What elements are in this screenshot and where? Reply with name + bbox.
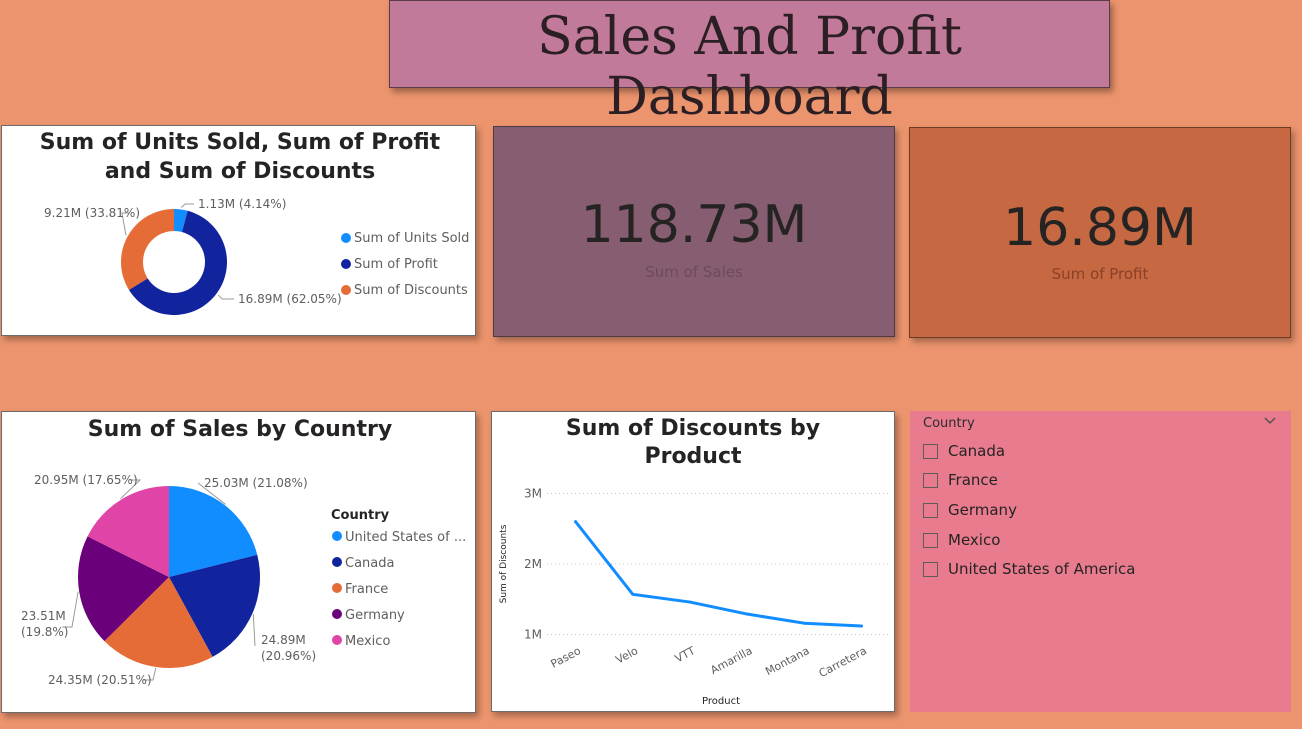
kpi-profit-value: 16.89M xyxy=(1003,198,1197,258)
donut-chart-panel[interactable]: Sum of Units Sold, Sum of Profit and Sum … xyxy=(1,125,476,336)
series-line xyxy=(574,520,863,628)
chart-title: Sum of Discounts by xyxy=(566,416,820,441)
data-label: 25.03M (21.08%) xyxy=(204,476,308,490)
slicer-option-canada[interactable]: Canada xyxy=(923,440,1005,462)
legend-marker xyxy=(332,557,342,567)
leader-line xyxy=(217,294,234,300)
chart-title: Sum of Units Sold, Sum of Profit xyxy=(40,130,441,155)
legend-marker xyxy=(332,609,342,619)
chart-title: Sum of Sales by Country xyxy=(88,417,392,442)
data-point xyxy=(574,520,578,524)
slicer-option-label: Germany xyxy=(948,501,1017,519)
slicer-option-label: United States of America xyxy=(948,560,1136,578)
data-label: 16.89M (62.05%) xyxy=(238,292,342,306)
pie-slice xyxy=(87,486,169,577)
data-label: 1.13M (4.14%) xyxy=(198,197,286,211)
leader-line xyxy=(143,667,157,681)
leader-line xyxy=(121,212,129,236)
x-tick-label: Amarilla xyxy=(708,644,754,677)
data-point xyxy=(688,600,692,604)
legend-marker xyxy=(341,259,351,269)
y-tick-label: 3M xyxy=(524,487,542,501)
checkbox[interactable] xyxy=(923,561,938,577)
donut-chart: Sum of Units Sold, Sum of Profit and Sum … xyxy=(40,130,469,315)
kpi-sales-label: Sum of Sales xyxy=(645,263,743,281)
x-axis-title: Product xyxy=(702,696,740,707)
legend-marker xyxy=(341,285,351,295)
data-label: 24.89M xyxy=(261,633,306,647)
legend-item: Sum of Units Sold xyxy=(354,231,469,246)
x-tick-label: Carretera xyxy=(817,644,869,680)
leader-line xyxy=(197,482,226,505)
kpi-card-profit[interactable]: 16.89M Sum of Profit xyxy=(909,127,1291,338)
slicer-title: Country xyxy=(923,416,975,431)
pie-slice xyxy=(104,577,213,668)
data-label: 9.21M (33.81%) xyxy=(44,206,140,220)
data-point xyxy=(802,621,806,625)
x-tick-label: Montana xyxy=(763,644,811,678)
legend-marker xyxy=(341,233,351,243)
chart-title: and Sum of Discounts xyxy=(105,159,375,184)
y-tick-label: 2M xyxy=(524,557,542,571)
legend-title: Country xyxy=(331,508,390,523)
line-chart: Sum of Discounts by Product 1M 2M 3M Paseo Vel… xyxy=(499,416,890,707)
slicer-option-usa[interactable]: United States of America xyxy=(923,558,1135,580)
dashboard-title-box: Sales And Profit Dashboard xyxy=(389,0,1110,127)
checkbox[interactable] xyxy=(923,443,938,459)
legend-marker xyxy=(332,531,342,541)
legend-item: United States of ... xyxy=(345,530,466,545)
legend-item: France xyxy=(345,582,388,597)
slicer-option-france[interactable]: France xyxy=(923,469,998,491)
data-label: 24.35M (20.51%) xyxy=(48,673,152,687)
slicer-option-mexico[interactable]: Mexico xyxy=(923,529,1000,551)
data-label: (20.96%) xyxy=(261,649,316,663)
data-label: 23.51M xyxy=(21,609,66,623)
kpi-card-sales[interactable]: 118.73M Sum of Sales xyxy=(493,126,895,337)
checkbox[interactable] xyxy=(923,472,938,488)
slicer-option-label: Canada xyxy=(948,442,1006,460)
leader-line xyxy=(180,203,194,208)
legend-marker xyxy=(332,635,342,645)
donut-slice xyxy=(174,209,188,233)
pie-slice xyxy=(77,536,169,642)
chevron-down-icon[interactable] xyxy=(1263,414,1277,428)
donut-slice xyxy=(121,209,174,290)
pie-slice xyxy=(169,486,258,577)
y-tick-label: 1M xyxy=(524,627,542,641)
x-tick-label: Velo xyxy=(614,644,641,667)
x-tick-label: Paseo xyxy=(549,644,584,671)
dashboard-title: Sales And Profit Dashboard xyxy=(537,7,962,127)
legend-item: Canada xyxy=(345,556,394,571)
pie-slice xyxy=(169,554,260,657)
legend-item: Sum of Profit xyxy=(354,257,438,272)
slicer-option-label: France xyxy=(948,471,998,489)
pie-chart: Sum of Sales by Country 25.03M (21.08%) 24… xyxy=(21,417,466,687)
kpi-sales-value: 118.73M xyxy=(580,195,808,255)
legend-marker xyxy=(332,583,342,593)
legend-item: Mexico xyxy=(345,634,390,649)
data-label: 20.95M (17.65%) xyxy=(34,473,138,487)
pie-chart-panel[interactable]: Sum of Sales by Country 25.03M (21.08%) 24… xyxy=(1,411,476,713)
data-point xyxy=(631,592,635,596)
data-point xyxy=(859,624,863,628)
checkbox[interactable] xyxy=(923,532,938,548)
line-chart-panel[interactable]: Sum of Discounts by Product 1M 2M 3M Paseo Vel… xyxy=(491,411,895,712)
x-tick-label: VTT xyxy=(673,644,698,665)
slicer-option-label: Mexico xyxy=(948,531,1001,549)
legend-item: Sum of Discounts xyxy=(354,283,468,298)
slicer-option-germany[interactable]: Germany xyxy=(923,499,1017,521)
leader-line xyxy=(120,479,142,500)
chart-title: Product xyxy=(644,444,742,469)
kpi-profit-label: Sum of Profit xyxy=(1051,265,1149,283)
leader-line xyxy=(252,613,256,647)
leader-line xyxy=(62,591,79,628)
checkbox[interactable] xyxy=(923,502,938,518)
data-point xyxy=(745,612,749,616)
country-slicer[interactable]: Country Canada France Germany Mexico Uni… xyxy=(910,411,1291,712)
donut-slice xyxy=(128,210,228,315)
legend-item: Germany xyxy=(345,608,405,623)
y-axis-title: Sum of Discounts xyxy=(499,524,509,603)
data-label: (19.8%) xyxy=(21,625,68,639)
